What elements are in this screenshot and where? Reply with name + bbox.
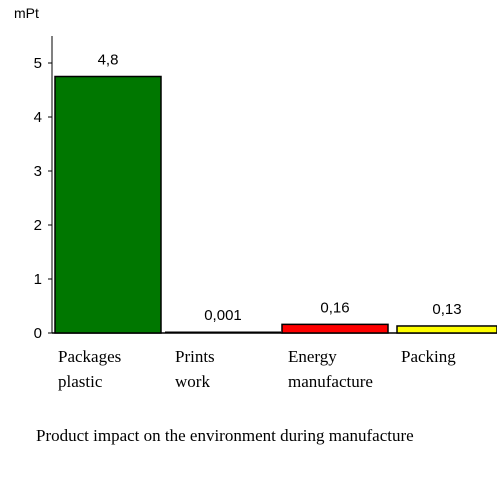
y-tick-label: 1 <box>34 271 42 288</box>
bar <box>54 75 162 334</box>
bar <box>281 323 389 334</box>
bar <box>165 331 281 333</box>
bar-value-label: 4,8 <box>98 52 119 69</box>
category-label: plastic <box>58 372 103 391</box>
bar-value-label: 0,16 <box>320 299 349 316</box>
category-label: Energy <box>288 347 337 366</box>
bar <box>396 325 497 334</box>
y-axis-ticks: 0 1 2 3 4 5 <box>34 55 52 342</box>
category-labels: Packages plastic Prints work Energy manufactu… <box>58 347 456 391</box>
value-labels: 4,8 0,001 0,16 0,13 <box>98 52 462 325</box>
y-tick-label: 3 <box>34 163 42 180</box>
y-tick-label: 5 <box>34 55 42 72</box>
category-label: manufacture <box>288 372 373 391</box>
y-tick-label: 2 <box>34 217 42 234</box>
category-label: work <box>175 372 210 391</box>
chart-caption: Product impact on the environment during… <box>36 426 414 445</box>
bar-chart: mPt 0 1 2 3 4 5 4,8 0,001 0,16 0,13 Packages plas… <box>14 5 497 391</box>
bar-value-label: 0,13 <box>432 301 461 318</box>
y-tick-label: 0 <box>34 325 42 342</box>
y-tick-label: 4 <box>34 109 42 126</box>
category-label: Prints <box>175 347 215 366</box>
category-label: Packing <box>401 347 456 366</box>
y-axis-unit-label: mPt <box>14 5 39 21</box>
bar-value-label: 0,001 <box>204 307 242 324</box>
category-label: Packages <box>58 347 121 366</box>
bars <box>54 75 497 334</box>
